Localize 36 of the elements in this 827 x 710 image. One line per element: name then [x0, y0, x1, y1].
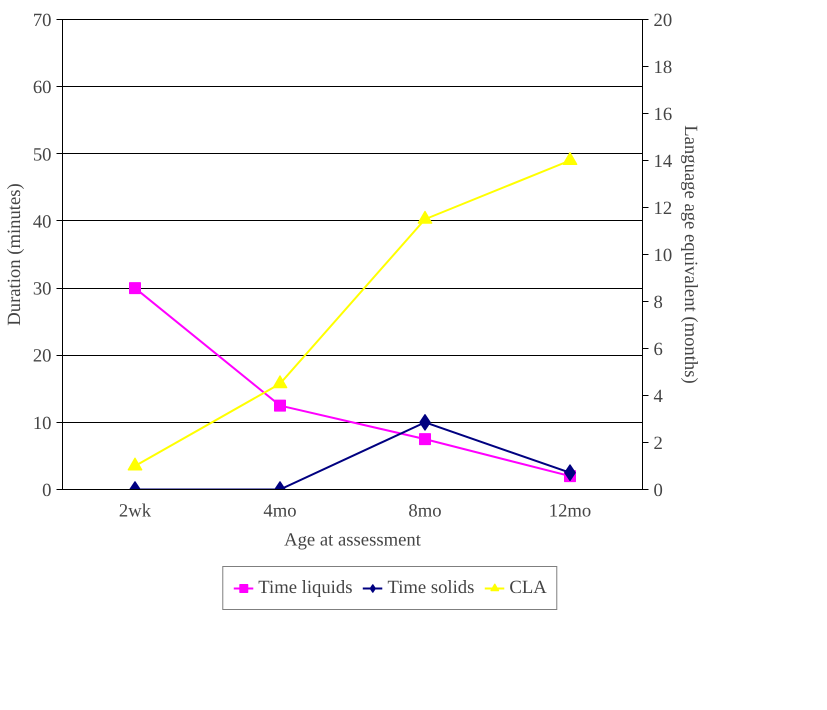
x-tick-label: 4mo [263, 500, 297, 522]
y2-tick-label: 6 [654, 339, 663, 360]
legend-label: Time liquids [258, 577, 352, 599]
x-tick-label: 2wk [118, 500, 152, 522]
y2-tick-label: 14 [654, 151, 673, 172]
y2-tick-label: 18 [654, 57, 672, 78]
x-axis-title: Age at assessment [284, 530, 422, 550]
y-tick-label: 50 [32, 144, 52, 166]
point [418, 210, 432, 224]
y2-tick-label: 20 [654, 10, 672, 31]
point [128, 457, 142, 471]
y-tick-label: 20 [32, 346, 52, 367]
y-tick-label: 10 [32, 412, 52, 434]
y-tick-label: 70 [32, 10, 52, 31]
point [274, 400, 286, 412]
y2-tick-label: 4 [654, 386, 664, 407]
y-tick-label: 60 [32, 77, 52, 98]
legend-label: CLA [509, 577, 547, 599]
y2-tick-label: 8 [654, 292, 663, 313]
y2-tick-label: 10 [654, 245, 672, 266]
x-tick-label: 12mo [548, 500, 592, 522]
point [272, 375, 288, 388]
point [419, 433, 431, 446]
x-tick-label: 8mo [408, 500, 442, 522]
y2-tick-label: 2 [654, 433, 663, 454]
point [129, 282, 141, 294]
y-tick-label: 30 [32, 278, 52, 300]
y2-axis-title: Language age equivalent (months) [680, 125, 702, 384]
y2-tick-label: 12 [654, 198, 672, 219]
y-tick-label: 40 [32, 211, 52, 232]
legend-label: Time solids [387, 577, 474, 599]
y2-tick-label: 16 [654, 104, 672, 125]
y2-tick-label: 0 [654, 480, 663, 501]
y-tick-label: 0 [42, 480, 52, 501]
point [562, 152, 578, 166]
y-axis-title: Duration (minutes) [4, 183, 25, 326]
